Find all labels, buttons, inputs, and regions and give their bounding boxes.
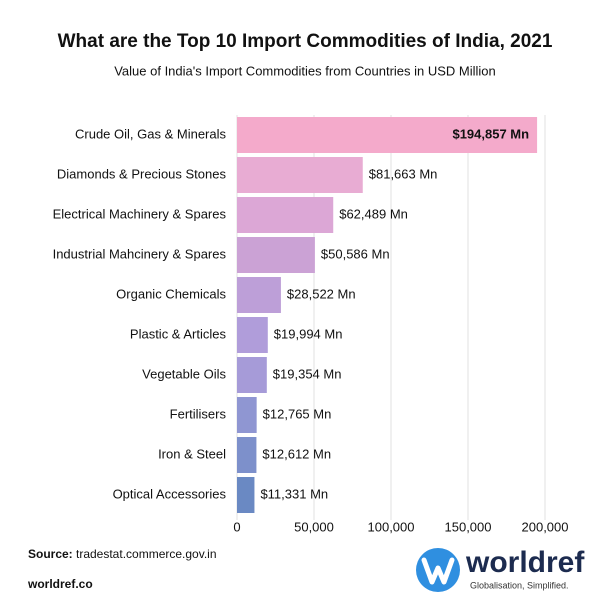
y-tick-label: Organic Chemicals [116, 286, 226, 301]
bar [237, 437, 257, 473]
value-label: $50,586 Mn [321, 246, 390, 261]
logo-mark [421, 557, 455, 585]
y-tick-label: Crude Oil, Gas & Minerals [75, 126, 226, 141]
value-label: $194,857 Mn [452, 126, 529, 141]
value-label: $62,489 Mn [339, 206, 408, 221]
x-tick-label: 0 [233, 519, 240, 534]
value-label: $28,522 Mn [287, 286, 356, 301]
value-label: $81,663 Mn [369, 166, 438, 181]
bar [237, 397, 257, 433]
bar [237, 317, 268, 353]
value-label: $11,331 Mn [260, 486, 328, 501]
footer: worldref.co [27, 577, 93, 591]
tagline: Globalisation, Simplified. [470, 580, 569, 590]
brand: worldref [465, 546, 585, 579]
y-tick-label: Electrical Machinery & Spares [53, 206, 227, 221]
y-tick-label: Fertilisers [170, 406, 227, 421]
bar [237, 277, 281, 313]
y-tick-label: Industrial Mahcinery & Spares [53, 246, 227, 261]
chart-subtitle: Value of India's Import Commodities from… [114, 63, 496, 78]
bar [237, 157, 363, 193]
x-tick-label: 50,000 [294, 519, 334, 534]
x-tick-label: 150,000 [445, 519, 492, 534]
x-tick-label: 200,000 [522, 519, 569, 534]
bar [237, 117, 538, 153]
y-tick-label: Plastic & Articles [130, 326, 227, 341]
value-label: $12,765 Mn [263, 406, 332, 421]
bar [237, 197, 334, 233]
value-label: $12,612 Mn [262, 446, 331, 461]
chart-title: What are the Top 10 Import Commodities o… [58, 31, 553, 52]
logo: worldref Globalisation, Simplified. [416, 546, 585, 592]
bar [237, 477, 255, 513]
y-tick-label: Vegetable Oils [142, 366, 226, 381]
source: tradestat.commerce.gov.in [76, 547, 217, 561]
value-label: $19,354 Mn [273, 366, 342, 381]
value-label: $19,994 Mn [274, 326, 343, 341]
x-tick-label: 100,000 [368, 519, 415, 534]
y-tick-label: Optical Accessories [113, 486, 227, 501]
source-label: Source: [28, 547, 73, 561]
y-tick-label: Iron & Steel [158, 446, 226, 461]
bar [237, 237, 315, 273]
y-tick-label: Diamonds & Precious Stones [57, 166, 227, 181]
bar [237, 357, 267, 393]
